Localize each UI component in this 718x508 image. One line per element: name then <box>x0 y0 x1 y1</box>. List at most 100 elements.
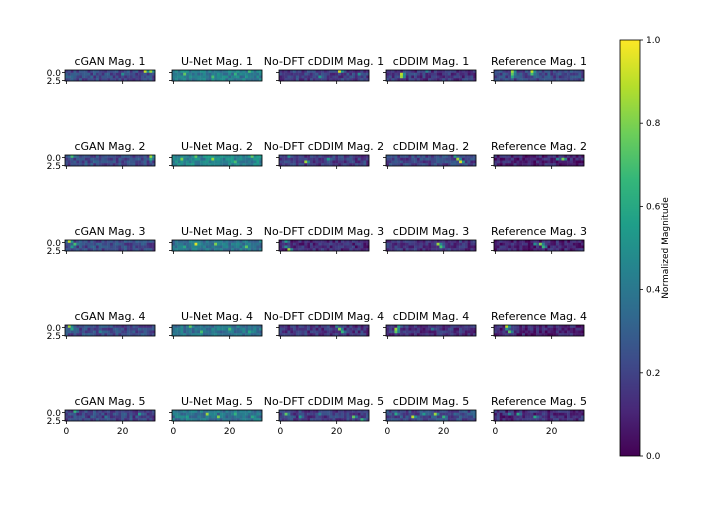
heatmap-cell <box>284 330 288 334</box>
heatmap-cell <box>132 72 136 76</box>
heatmap-cell <box>259 160 263 164</box>
heatmap-cell <box>211 418 215 422</box>
heatmap-cell <box>121 330 125 334</box>
heatmap-cell <box>219 72 223 76</box>
heatmap-cell <box>508 245 512 249</box>
heatmap-cell <box>245 245 249 249</box>
heatmap-cell <box>140 155 144 158</box>
heatmap-cells <box>386 410 477 422</box>
heatmap-cell <box>499 163 503 167</box>
subplot-title: No-DFT cDDIM Mag. 3 <box>264 225 384 238</box>
heatmap-cell <box>225 75 229 79</box>
heatmap-cell <box>527 75 531 79</box>
heatmap-cell <box>239 157 243 161</box>
heatmap-cell <box>95 248 99 252</box>
heatmap-cell <box>388 75 392 79</box>
heatmap-cell <box>202 327 206 331</box>
heatmap-cell <box>541 70 545 73</box>
heatmap-cell <box>228 157 232 161</box>
heatmap-cell <box>439 410 443 413</box>
heatmap-cell <box>309 157 313 161</box>
heatmap-cell <box>95 78 99 82</box>
heatmap-cell <box>304 75 308 79</box>
heatmap-cell <box>450 72 454 76</box>
heatmap-cell <box>470 325 474 328</box>
heatmap-cell <box>519 155 523 158</box>
heatmap-cell <box>363 412 367 416</box>
heatmap-cell <box>332 163 336 167</box>
heatmap-cell <box>329 410 333 413</box>
heatmap-cell <box>428 160 432 164</box>
heatmap-cell <box>301 333 305 337</box>
heatmap-cell <box>225 157 229 161</box>
subplot-title: cDDIM Mag. 4 <box>393 310 469 323</box>
heatmap-cell <box>93 157 97 161</box>
heatmap-cell <box>578 75 582 79</box>
heatmap-cell <box>126 75 130 79</box>
heatmap-cell <box>202 418 206 422</box>
heatmap-cell <box>340 163 344 167</box>
heatmap-cell <box>256 418 260 422</box>
heatmap-cell <box>530 412 534 416</box>
heatmap-cell <box>553 78 557 82</box>
heatmap-cell <box>205 155 209 158</box>
heatmap-cell <box>65 240 69 243</box>
heatmap-cell <box>290 245 294 249</box>
subplot-frame <box>493 239 585 252</box>
heatmap-cell <box>346 415 350 419</box>
heatmap-cell <box>284 410 288 413</box>
heatmap-cell <box>194 330 198 334</box>
heatmap-cell <box>564 78 568 82</box>
heatmap-cell <box>473 412 477 416</box>
heatmap-cell <box>508 72 512 76</box>
heatmap-cell <box>394 410 398 413</box>
heatmap-cell <box>419 415 423 419</box>
heatmap-cell <box>290 415 294 419</box>
heatmap-cell <box>253 245 257 249</box>
heatmap-cell <box>524 72 528 76</box>
heatmap-cell <box>279 78 283 82</box>
heatmap-cell <box>132 325 136 328</box>
heatmap-cell <box>233 72 237 76</box>
heatmap-cell <box>101 240 105 243</box>
heatmap-cell <box>343 412 347 416</box>
heatmap-cell <box>236 410 240 413</box>
heatmap-cell <box>279 157 283 161</box>
heatmap-cell <box>402 418 406 422</box>
heatmap-cell <box>228 240 232 243</box>
heatmap-cell <box>321 163 325 167</box>
heatmap-cell <box>174 410 178 413</box>
heatmap-cell <box>324 325 328 328</box>
heatmap-cell <box>236 240 240 243</box>
heatmap-cell <box>386 72 390 76</box>
heatmap-cell <box>530 78 534 82</box>
heatmap-cell <box>101 242 105 246</box>
heatmap-cell <box>394 157 398 161</box>
heatmap-cell <box>197 78 201 82</box>
heatmap-cell <box>309 72 313 76</box>
heatmap-cell <box>366 412 370 416</box>
heatmap-cell <box>363 327 367 331</box>
heatmap-cell <box>87 248 91 252</box>
subplot-r4-c3: No-DFT cDDIM Mag. 4 <box>264 310 384 339</box>
heatmap-cell <box>242 155 246 158</box>
heatmap-cell <box>180 325 184 328</box>
heatmap-cell <box>231 240 235 243</box>
subplot-title: cGAN Mag. 1 <box>74 55 145 68</box>
heatmap-cell <box>129 78 133 82</box>
subplot-frame <box>278 69 370 82</box>
heatmap-cell <box>357 418 361 422</box>
heatmap-cell <box>67 415 71 419</box>
heatmap-cell <box>245 160 249 164</box>
heatmap-cell <box>340 242 344 246</box>
heatmap-cell <box>513 70 517 73</box>
heatmap-cell <box>174 248 178 252</box>
heatmap-cell <box>172 75 176 79</box>
heatmap-cell <box>473 415 477 419</box>
heatmap-cell <box>214 325 218 328</box>
heatmap-cell <box>581 70 585 73</box>
heatmap-cell <box>90 163 94 167</box>
heatmap-cell <box>95 160 99 164</box>
heatmap-cell <box>354 160 358 164</box>
heatmap-cell <box>447 242 451 246</box>
